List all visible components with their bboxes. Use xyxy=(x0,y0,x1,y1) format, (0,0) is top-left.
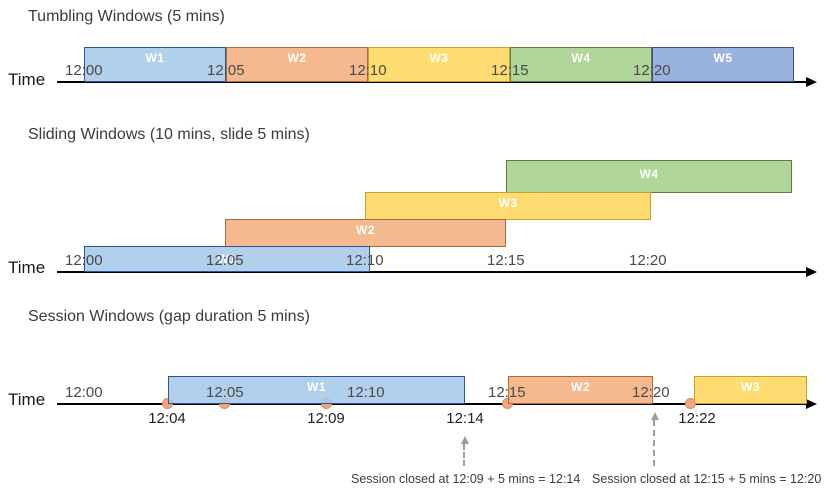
window-label: W5 xyxy=(713,51,733,65)
session-axis-arrowhead-icon xyxy=(806,399,817,409)
sliding-window-w4: W4 xyxy=(506,160,792,193)
event-time-label-1214: 12:14 xyxy=(446,410,484,427)
sliding-tick-1220: 12:20 xyxy=(629,252,667,269)
session-tick-1200: 12:00 xyxy=(65,384,103,401)
event-time-label-1204: 12:04 xyxy=(148,410,186,427)
tumbling-window-w5: W5 xyxy=(652,47,794,82)
tumbling-axis-arrowhead-icon xyxy=(806,77,817,87)
sliding-window-w2: W2 xyxy=(225,219,506,247)
session-time-axis-label: Time xyxy=(8,390,46,409)
sliding-tick-1200: 12:00 xyxy=(65,252,103,269)
tumbling-time-axis xyxy=(57,81,807,83)
window-label: W2 xyxy=(287,51,307,65)
session-closed-annotation-2: Session closed at 12:15 + 5 mins = 12:20 xyxy=(592,472,822,486)
tumbling-window-w2: W2 xyxy=(226,47,368,82)
sliding-window-w3: W3 xyxy=(365,192,651,220)
window-label: W1 xyxy=(307,380,326,394)
tumbling-window-w4: W4 xyxy=(510,47,652,82)
window-label: W4 xyxy=(639,167,659,181)
tumbling-tick-1220: 12:20 xyxy=(633,62,671,79)
window-label: W4 xyxy=(571,51,591,65)
session-window-w1: W1 xyxy=(168,376,465,404)
tumbling-window-w3: W3 xyxy=(368,47,510,82)
tumbling-tick-1215: 12:15 xyxy=(491,62,529,79)
event-time-label-1222: 12:22 xyxy=(678,410,716,427)
session-tick-1210: 12:10 xyxy=(347,384,385,401)
session-tick-1220: 12:20 xyxy=(632,384,670,401)
window-label: W1 xyxy=(217,252,237,266)
session-section-title: Session Windows (gap duration 5 mins) xyxy=(28,308,310,325)
tumbling-tick-1210: 12:10 xyxy=(349,62,387,79)
sliding-tick-1215: 12:15 xyxy=(487,252,525,269)
session-tick-1215: 12:15 xyxy=(488,384,526,401)
sliding-time-axis xyxy=(57,271,807,273)
sliding-time-axis-label: Time xyxy=(8,258,46,277)
tumbling-time-axis-label: Time xyxy=(8,70,46,89)
window-label: W3 xyxy=(498,196,518,210)
sliding-axis-arrowhead-icon xyxy=(806,267,817,277)
window-label: W1 xyxy=(145,51,165,65)
window-label: W2 xyxy=(356,223,375,237)
session-time-axis xyxy=(57,403,807,405)
tumbling-tick-1205: 12:05 xyxy=(207,62,245,79)
window-label: W3 xyxy=(741,380,760,394)
callout-arrow-icon-1220 xyxy=(651,412,659,466)
session-window-w3: W3 xyxy=(694,376,807,404)
event-time-label-1209: 12:09 xyxy=(307,410,345,427)
session-closed-annotation-1: Session closed at 12:09 + 5 mins = 12:14 xyxy=(351,472,581,486)
tumbling-window-w1: W1 xyxy=(84,47,226,82)
sliding-window-w1: W1 xyxy=(84,246,370,272)
sliding-tick-1210: 12:10 xyxy=(346,252,384,269)
session-tick-1205: 12:05 xyxy=(206,384,244,401)
sliding-section-title: Sliding Windows (10 mins, slide 5 mins) xyxy=(28,126,310,143)
window-label: W2 xyxy=(571,380,590,394)
sliding-tick-1205: 12:05 xyxy=(206,252,244,269)
window-label: W3 xyxy=(429,51,449,65)
callout-arrow-icon-1214 xyxy=(461,436,469,466)
tumbling-tick-1200: 12:00 xyxy=(65,62,103,79)
session-window-w2: W2 xyxy=(508,376,653,404)
tumbling-section-title: Tumbling Windows (5 mins) xyxy=(28,8,225,25)
